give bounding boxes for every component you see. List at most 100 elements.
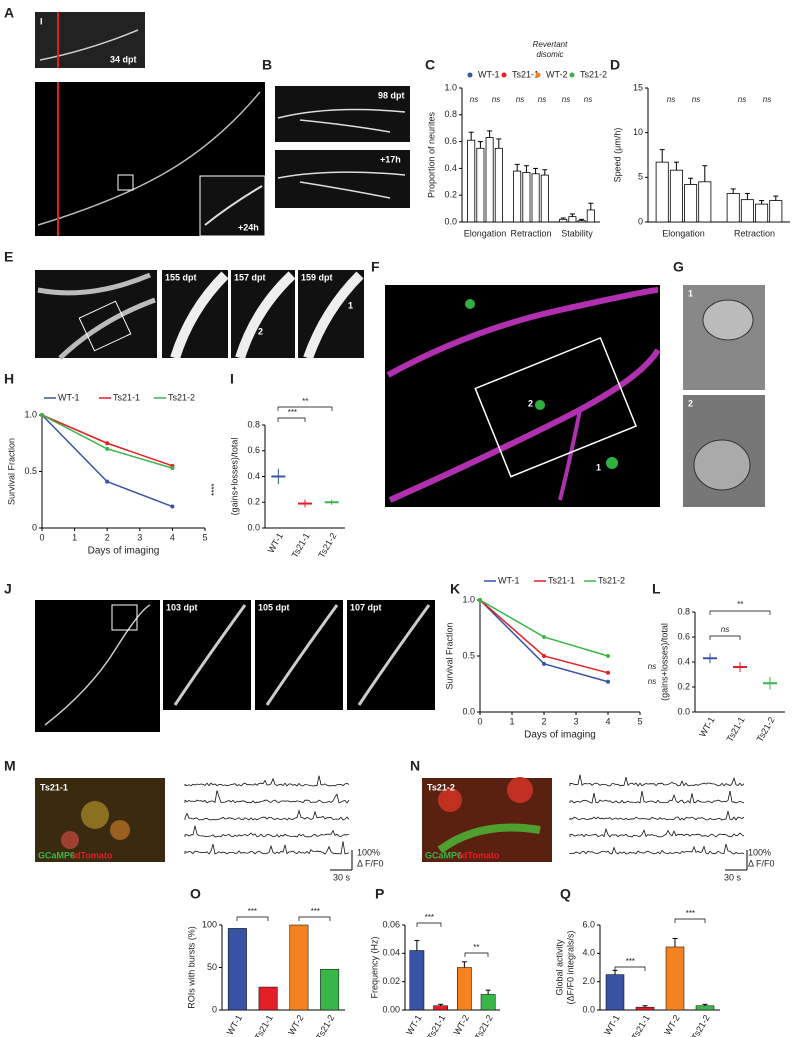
- annotation: **: [473, 943, 480, 952]
- panel-label: F: [371, 259, 380, 275]
- x-tick-label: Stability: [561, 228, 593, 238]
- legend-label: Ts21-2: [580, 69, 607, 79]
- panel-label: K: [450, 581, 460, 597]
- x-tick-label: Ts21-1: [630, 1013, 652, 1037]
- image-text: 1: [348, 300, 353, 310]
- bar: [769, 200, 783, 223]
- annotation: ***: [310, 907, 320, 916]
- bar: [258, 986, 278, 1011]
- point: [478, 598, 482, 602]
- line: [479, 599, 609, 657]
- annotation: Revertant: [533, 40, 568, 49]
- y-tick-label: 0.5: [462, 650, 475, 660]
- x-tick-label: 1: [509, 716, 514, 726]
- x-tick-label: 0: [477, 716, 482, 726]
- bar: [227, 928, 247, 1011]
- x-tick-label: Retraction: [510, 228, 551, 238]
- y-tick-label: 0.4: [677, 656, 690, 666]
- bar: [522, 172, 531, 223]
- panel-label: B: [262, 57, 272, 73]
- x-tick-label: WT-2: [452, 1013, 471, 1037]
- x-tick-label: WT-1: [266, 531, 285, 555]
- y-tick-label: 1.0: [462, 594, 475, 604]
- image-text: 2: [258, 326, 263, 336]
- image-text: 103 dpt: [166, 602, 198, 612]
- y-tick-label: 0.00: [382, 1004, 400, 1014]
- x-tick-label: 2: [105, 532, 110, 542]
- image-panel: 103 dpt 105 dpt 107 dpt: [35, 600, 435, 732]
- x-tick-label: WT-2: [286, 1013, 305, 1037]
- trace: [569, 790, 745, 804]
- bar: [513, 170, 522, 223]
- panel-label: H: [4, 371, 14, 387]
- bar: [665, 946, 685, 1011]
- y-tick-label: 50: [207, 962, 217, 972]
- point: [542, 661, 546, 666]
- bar: [684, 184, 698, 223]
- bar: [409, 950, 425, 1011]
- annotation: **: [302, 397, 309, 406]
- y-tick-label: 0.5: [24, 466, 37, 476]
- y-tick-label: 6.0: [582, 919, 595, 929]
- y-tick-label: 1.0: [444, 82, 457, 92]
- y-tick-label: 0.0: [677, 706, 690, 716]
- y-tick-label: 0: [638, 216, 643, 226]
- y-axis-label: Survival Fraction: [6, 438, 16, 505]
- legend-swatch: [569, 72, 575, 78]
- point: [542, 654, 546, 658]
- point: [170, 466, 175, 471]
- calcium-traces: [184, 775, 353, 871]
- bar: [559, 218, 568, 223]
- x-tick-label: Ts21-1: [290, 531, 312, 559]
- panel-label: I: [230, 371, 234, 387]
- point: [105, 441, 110, 446]
- y-tick-label: 0.8: [247, 419, 260, 429]
- x-tick-label: Ts21-2: [690, 1013, 712, 1037]
- legend-label: WT-1: [478, 69, 500, 79]
- y-tick-label: 0.4: [247, 471, 260, 481]
- annotation: ***: [685, 909, 695, 918]
- y-tick-label: 0: [32, 522, 37, 532]
- annotation: ns: [667, 95, 675, 104]
- x-tick-label: 3: [137, 532, 142, 542]
- legend-label: Ts21-1: [512, 69, 539, 79]
- panel-label: P: [375, 886, 384, 902]
- y-tick-label: 5: [638, 172, 643, 182]
- scale-label: Δ F/F0: [748, 858, 775, 868]
- annotation: ns: [648, 662, 656, 671]
- legend-label: Ts21-2: [168, 392, 195, 402]
- bar: [605, 974, 625, 1011]
- panel-label: Q: [560, 886, 571, 902]
- bar: [494, 147, 503, 223]
- y-tick-label: 0.0: [582, 1004, 595, 1014]
- y-tick-label: 2.0: [582, 976, 595, 986]
- image-text: +24h: [238, 222, 259, 232]
- panel-label: G: [673, 259, 684, 275]
- y-axis-label: Speed (μm/h): [612, 128, 622, 183]
- bracket: [464, 952, 489, 957]
- x-tick-label: 4: [170, 532, 175, 542]
- x-tick-label: 3: [573, 716, 578, 726]
- trace: [184, 825, 350, 838]
- x-tick-label: 2: [541, 716, 546, 726]
- line: [41, 414, 173, 508]
- image-text: tdTomato: [459, 850, 500, 860]
- image-text: Ts21-2: [427, 782, 455, 792]
- scale-label: 100%: [357, 847, 380, 857]
- legend-swatch: [501, 72, 507, 78]
- trace: [569, 774, 745, 787]
- legend-label: WT-1: [498, 575, 520, 585]
- point: [606, 670, 610, 675]
- legend-label: Ts21-1: [548, 575, 575, 585]
- image-panel: Ts21-2 GCaMP6 tdTomato: [422, 777, 552, 862]
- legend-label: WT-2: [546, 69, 568, 79]
- y-axis-label: ROIs with bursts (%): [186, 926, 196, 1009]
- bracket: [709, 635, 741, 640]
- image-text: 2: [688, 398, 693, 408]
- x-tick-label: 4: [605, 716, 610, 726]
- x-tick-label: WT-1: [697, 715, 716, 739]
- y-tick-label: 4.0: [582, 948, 595, 958]
- bar: [531, 173, 540, 223]
- bracket: [614, 966, 646, 971]
- y-tick-label: 0.2: [247, 497, 260, 507]
